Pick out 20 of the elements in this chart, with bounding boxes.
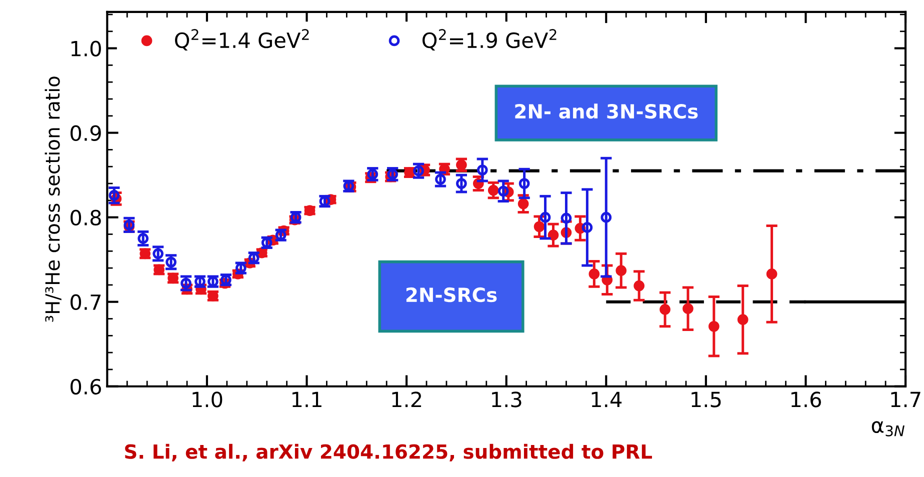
y-tick-label: 0.8 [70,210,101,226]
x-tick-label: 1.0 [192,392,222,408]
y-tick-label: 0.7 [70,294,101,310]
annotation: 2N-SRCs [406,287,497,302]
x-tick-label: 1.6 [791,392,821,408]
y-tick-label: 0.6 [70,378,102,395]
y-tick-label: 1.0 [71,40,101,56]
x-tick-label: 1.3 [492,392,522,408]
y-axis-title: ³H/³He cross section ratio [44,76,62,322]
x-tick-label: 1.2 [392,392,422,408]
legend-label: Q$^{2}$=1.9 GeV$^{2}$ [422,29,556,51]
text: S. Li, et al., arXiv 2404.16225, submitted to PRL [125,444,652,462]
x-tick-label: 1.4 [592,392,622,408]
legend-label: Q$^{2}$=1.4 GeV$^{2}$ [175,29,309,51]
x-axis-title: α$_{3N}$ [872,421,904,436]
annotation: 2N- and 3N-SRCs [515,104,698,119]
x-tick-label: 1.1 [292,392,322,408]
x-tick-label: 1.7 [891,392,920,408]
y-tick-label: 0.9 [70,125,101,142]
x-tick-label: 1.5 [692,392,721,408]
